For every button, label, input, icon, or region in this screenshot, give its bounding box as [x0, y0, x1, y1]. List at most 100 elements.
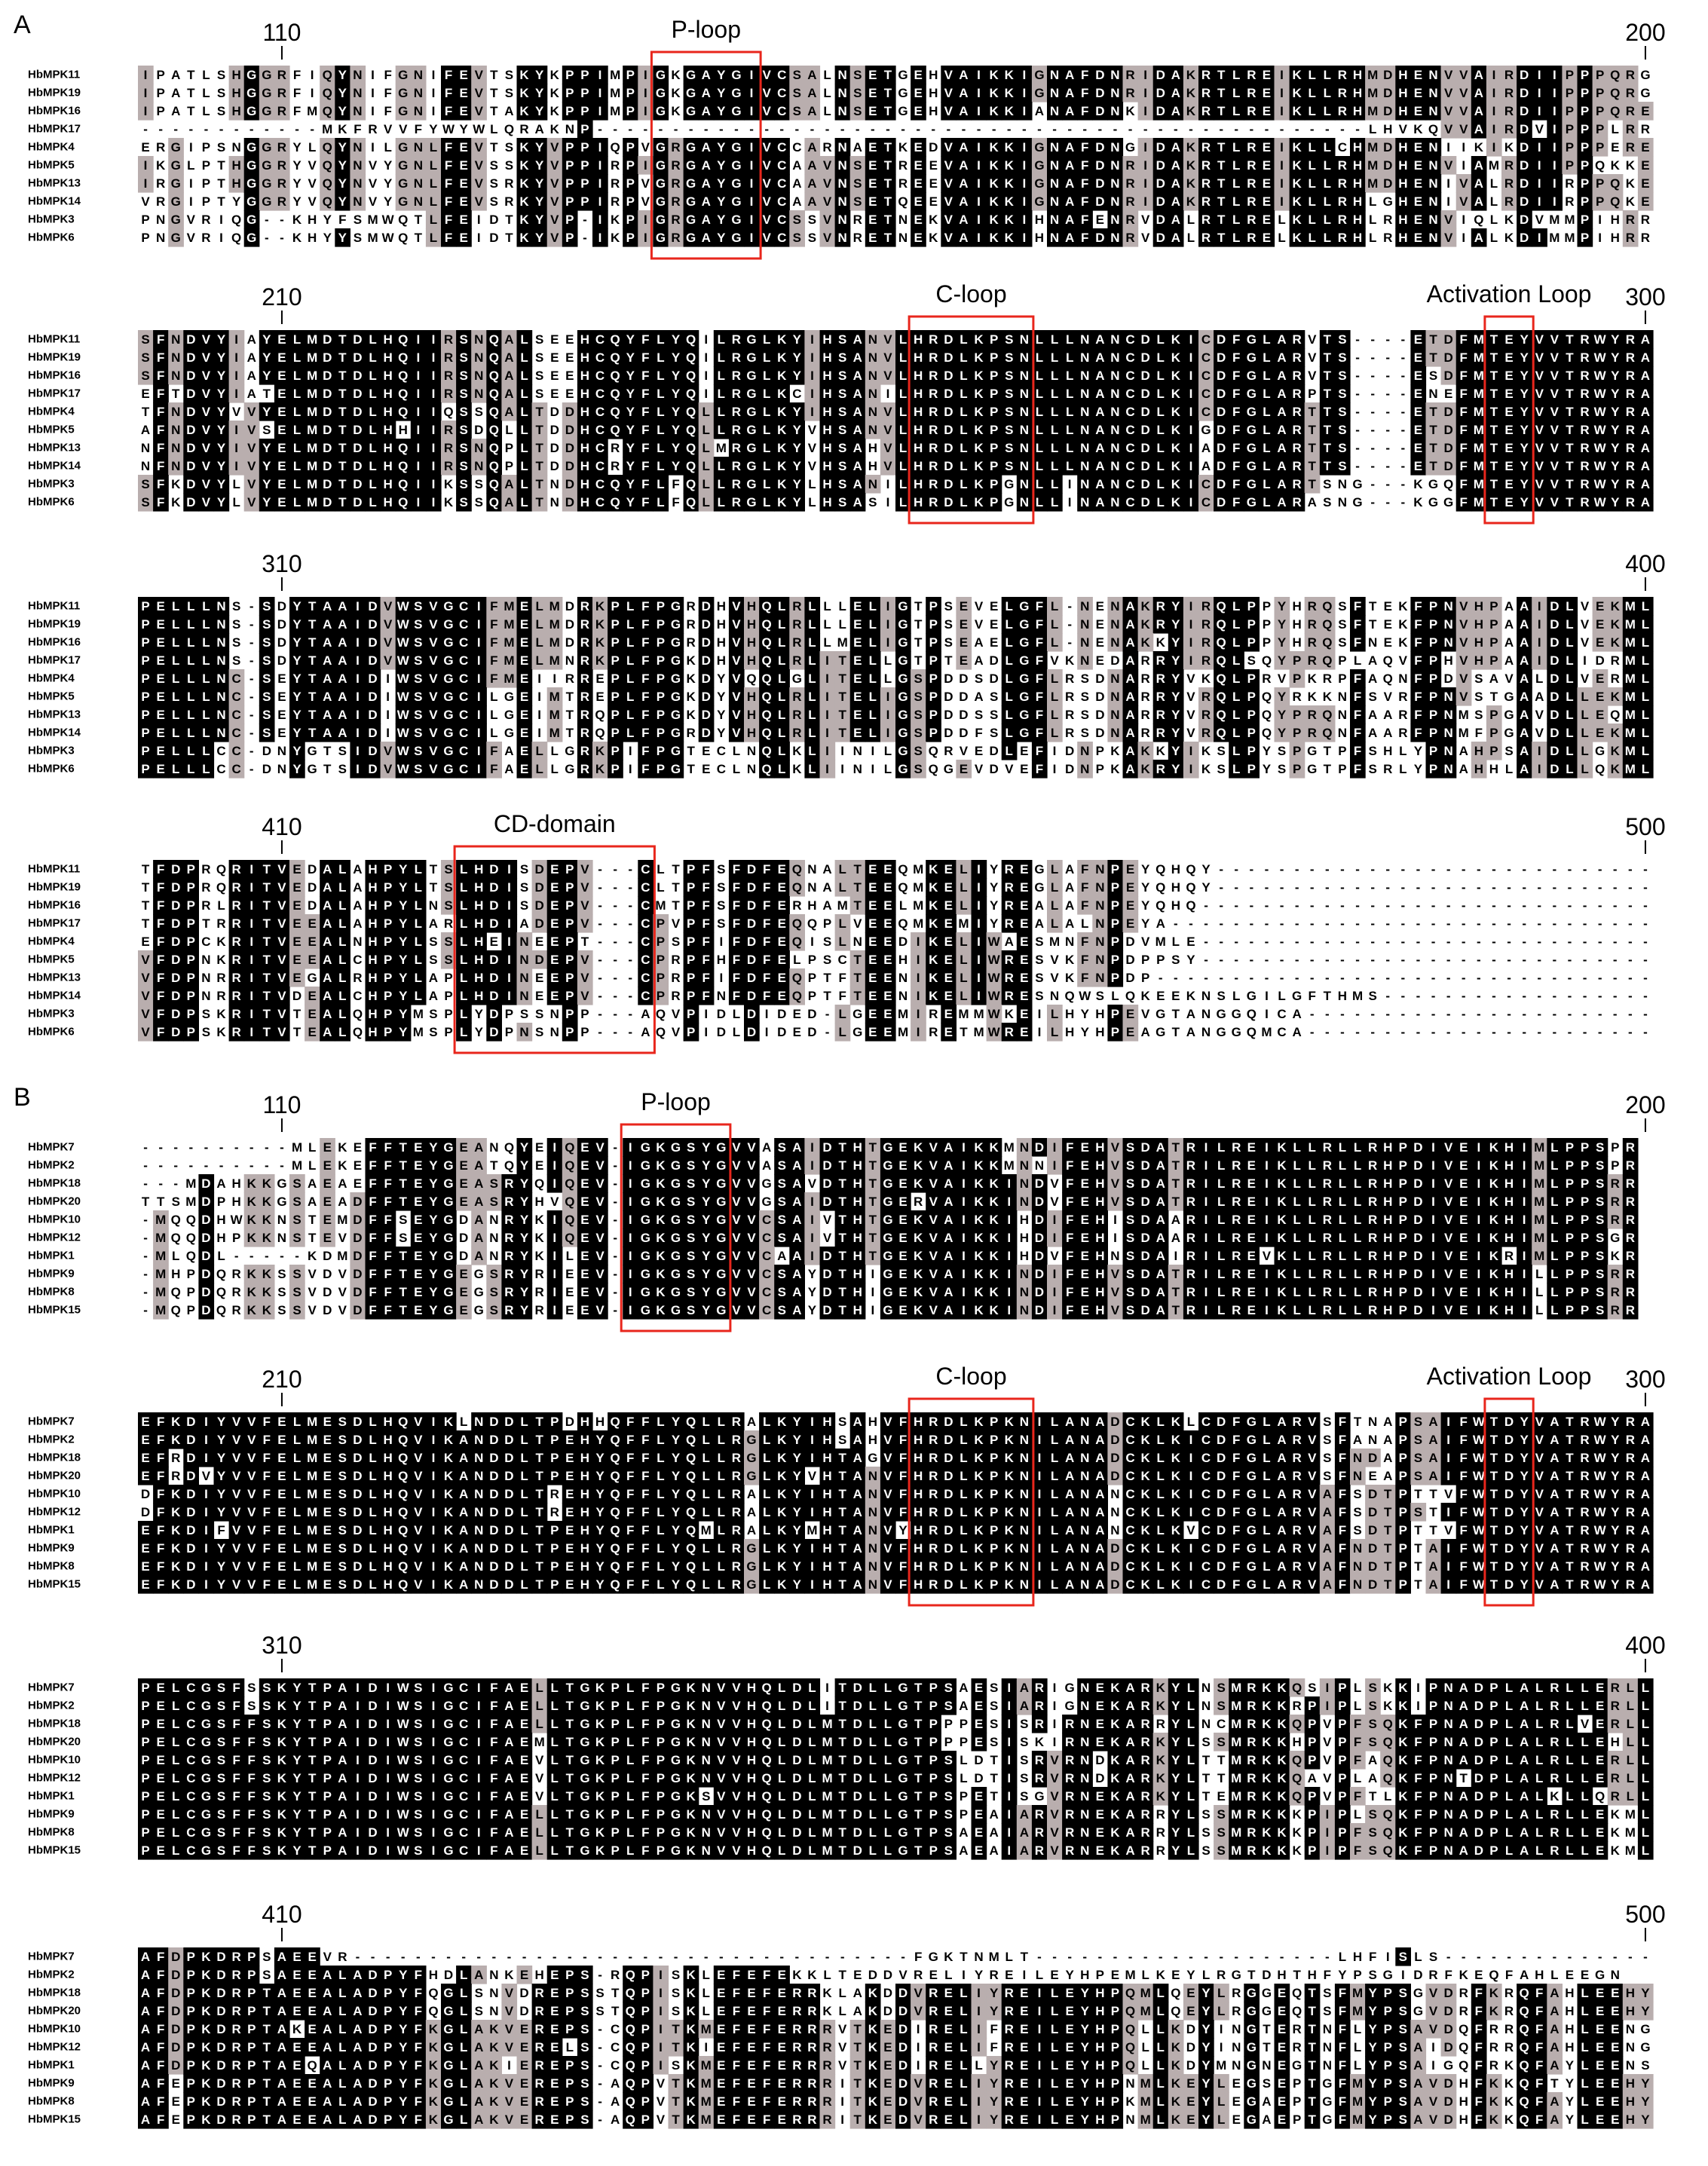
residue: P: [565, 213, 574, 227]
residue: F: [641, 332, 649, 347]
residue: M: [307, 350, 317, 365]
residue: H: [232, 158, 241, 173]
residue: S: [975, 708, 983, 722]
residue: F: [1460, 495, 1468, 509]
residue: I: [144, 176, 148, 191]
residue: N: [1110, 176, 1119, 191]
residue: Y: [626, 387, 635, 401]
residue: Q: [1262, 653, 1272, 668]
residue: L: [202, 690, 210, 704]
residue: L: [808, 653, 816, 668]
residue: L: [293, 405, 301, 419]
residue: A: [1095, 477, 1104, 491]
residue: P: [156, 104, 164, 118]
residue: R: [1504, 176, 1514, 191]
residue: I: [1538, 231, 1541, 245]
residue: E: [1263, 194, 1271, 209]
residue: H: [1474, 599, 1483, 613]
residue: T: [490, 140, 498, 154]
residue: P: [565, 140, 574, 154]
residue: L: [172, 599, 179, 613]
residue: A: [1474, 158, 1483, 173]
residue: N: [1050, 104, 1059, 118]
residue: I: [1022, 231, 1026, 245]
residue: R: [929, 423, 938, 437]
sequence-name: HbMPK4: [28, 405, 75, 418]
position-number: 400: [1625, 550, 1665, 577]
residue: D: [186, 495, 195, 509]
residue: N: [1110, 599, 1119, 613]
residue: Y: [793, 477, 802, 491]
residue: K: [777, 495, 787, 509]
residue: -: [1067, 599, 1072, 613]
residue: C: [1201, 369, 1211, 383]
residue: G: [656, 104, 666, 118]
residue: V: [1459, 599, 1468, 613]
residue: L: [1232, 708, 1240, 722]
residue: Y: [217, 369, 226, 383]
residue: R: [898, 158, 908, 173]
residue: D: [1095, 140, 1104, 154]
residue: G: [686, 86, 696, 100]
residue: E: [1263, 158, 1271, 173]
residue: M: [1489, 158, 1499, 173]
residue: P: [202, 158, 210, 173]
residue: L: [899, 387, 907, 401]
residue: D: [1110, 653, 1119, 668]
residue: T: [1490, 690, 1498, 704]
residue: R: [687, 617, 696, 632]
residue: G: [671, 690, 681, 704]
residue: N: [898, 213, 908, 227]
residue: E: [156, 653, 164, 668]
residue: I: [371, 86, 375, 100]
residue: K: [990, 104, 999, 118]
residue: N: [1110, 194, 1119, 209]
residue: K: [1171, 459, 1181, 473]
residue: G: [686, 104, 696, 118]
residue: G: [1004, 477, 1014, 491]
residue: P: [141, 635, 149, 650]
residue: A: [1474, 86, 1483, 100]
residue: A: [1308, 495, 1317, 509]
residue: I: [1492, 86, 1496, 100]
residue: S: [838, 350, 846, 365]
residue: Y: [338, 158, 347, 173]
residue: Y: [292, 599, 302, 613]
residue: G: [1019, 653, 1029, 668]
residue: S: [1081, 672, 1089, 686]
residue: F: [384, 86, 391, 100]
sequence: ------------MKFRVVFYWYWLQRAKNP----------…: [143, 122, 1650, 136]
residue: H: [580, 387, 589, 401]
residue: A: [959, 194, 968, 209]
residue: R: [732, 423, 741, 437]
residue: Q: [1383, 672, 1393, 686]
residue: I: [810, 405, 814, 419]
residue: A: [807, 86, 816, 100]
residue: L: [520, 369, 528, 383]
residue: D: [1095, 176, 1104, 191]
residue: N: [141, 441, 150, 455]
residue: A: [338, 617, 347, 632]
residue: G: [898, 708, 908, 722]
residue: C: [595, 405, 605, 419]
residue: I: [1538, 653, 1541, 668]
residue: V: [732, 653, 741, 668]
residue: F: [641, 423, 649, 437]
residue: Y: [535, 194, 544, 209]
residue: N: [1444, 617, 1453, 632]
residue: S: [914, 708, 922, 722]
residue: V: [202, 332, 211, 347]
residue: E: [1414, 405, 1422, 419]
residue: D: [1596, 653, 1605, 668]
residue: D: [1095, 672, 1104, 686]
residue: M: [1564, 231, 1575, 245]
residue: T: [308, 653, 317, 668]
residue: R: [1201, 213, 1211, 227]
residue: I: [1492, 68, 1496, 82]
residue: H: [822, 495, 831, 509]
residue: L: [369, 495, 376, 509]
residue: D: [702, 708, 711, 722]
residue: V: [475, 158, 484, 173]
residue: L: [808, 690, 816, 704]
residue: K: [1186, 194, 1196, 209]
